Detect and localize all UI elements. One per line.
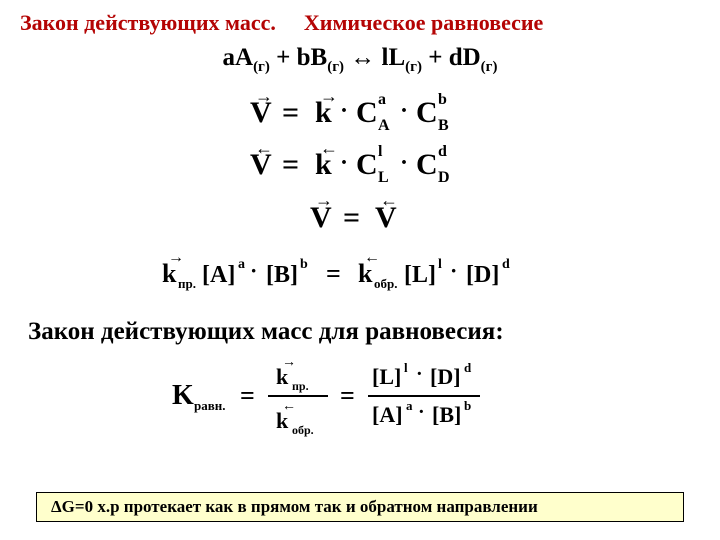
- eq-sign: =: [282, 96, 299, 129]
- c-base: C: [356, 96, 378, 129]
- v-forward: V: [250, 96, 272, 129]
- c-base: C: [356, 148, 378, 181]
- bracket-d: [D]: [466, 262, 499, 288]
- heading-row: Закон действующих масс. Химическое равно…: [0, 0, 720, 38]
- bracket-b: [B]: [266, 262, 298, 288]
- k-forward: k: [315, 96, 332, 129]
- c-sup: a: [378, 91, 386, 108]
- eq-sign: =: [240, 381, 255, 410]
- bracket-b: [B]: [432, 402, 461, 427]
- bracket-l: [L]: [372, 364, 401, 389]
- reaction-part: + bB: [270, 44, 327, 71]
- eq-sign: =: [326, 259, 341, 288]
- c-sup: b: [438, 91, 447, 108]
- bracket-a: [A]: [372, 402, 403, 427]
- reaction-part: ↔ lL: [344, 44, 405, 71]
- v-backward: V: [250, 148, 272, 181]
- dot: ·: [450, 258, 457, 283]
- reaction-sub: (г): [405, 59, 422, 75]
- sup-b: b: [464, 398, 471, 413]
- k-obr-sub: обр.: [292, 423, 314, 437]
- bracket-a: [A]: [202, 262, 235, 288]
- c-sub: A: [378, 117, 390, 134]
- reaction-part: + dD: [422, 44, 481, 71]
- sup-a: a: [406, 398, 413, 413]
- k-obr-sub: обр.: [374, 276, 397, 291]
- heading-right: Химическое равновесие: [304, 10, 543, 36]
- k-backward: k: [315, 148, 332, 181]
- dot: ·: [416, 363, 423, 385]
- c-sub: D: [438, 169, 450, 186]
- footer-text: G=0 х.р протекает как в прямом так и обр…: [62, 497, 538, 517]
- eq-sign: =: [282, 148, 299, 181]
- c-base: C: [416, 96, 438, 129]
- dot: ·: [400, 98, 408, 124]
- keq-k: K: [172, 380, 194, 411]
- reaction-part: aA: [223, 44, 254, 71]
- k-pr-sub: пр.: [178, 276, 196, 291]
- eq-sign: =: [340, 381, 355, 410]
- dot: ·: [418, 401, 425, 423]
- dot: ·: [340, 98, 348, 124]
- sup-a: a: [238, 257, 245, 272]
- c-sub: L: [378, 169, 389, 186]
- keq-formula: K равн. = → k пр. ← k обр. = [L] l · [D]…: [120, 352, 600, 440]
- sup-l: l: [438, 257, 442, 272]
- reaction-sub: (г): [327, 59, 344, 75]
- keq-sub: равн.: [194, 398, 226, 413]
- k-pr-sub: пр.: [292, 379, 309, 393]
- v-equal-lhs: V: [310, 201, 332, 234]
- dot: ·: [400, 150, 408, 176]
- k-obr: k: [358, 259, 373, 288]
- footer-note: ΔG=0 х.р протекает как в прямом так и об…: [36, 492, 684, 522]
- k-pr: k: [162, 259, 177, 288]
- reaction-sub: (г): [481, 59, 498, 75]
- bracket-l: [L]: [404, 262, 436, 288]
- c-base: C: [416, 148, 438, 181]
- c-sup: d: [438, 143, 447, 160]
- v-equal-rhs: V: [375, 201, 397, 234]
- delta-symbol: Δ: [51, 497, 62, 517]
- heading-left: Закон действующих масс.: [20, 10, 276, 36]
- reaction-sub: (г): [253, 59, 270, 75]
- k-obr: k: [276, 408, 289, 433]
- eq-sign: =: [343, 201, 360, 234]
- c-sup: l: [378, 143, 383, 160]
- sup-b: b: [300, 257, 308, 272]
- bracket-d: [D]: [430, 364, 461, 389]
- sup-l: l: [404, 360, 408, 375]
- rate-formulas: → V = → k · C a A · C b B ← V = ← k · C …: [120, 82, 600, 312]
- dot: ·: [250, 258, 257, 283]
- sup-d: d: [464, 360, 472, 375]
- reaction-equation: aA(г) + bB(г) ↔ lL(г) + dD(г): [0, 44, 720, 76]
- c-sub: B: [438, 117, 449, 134]
- k-pr: k: [276, 364, 289, 389]
- dot: ·: [340, 150, 348, 176]
- sup-d: d: [502, 257, 510, 272]
- subheading-equilibrium: Закон действующих масс для равновесия:: [0, 318, 720, 346]
